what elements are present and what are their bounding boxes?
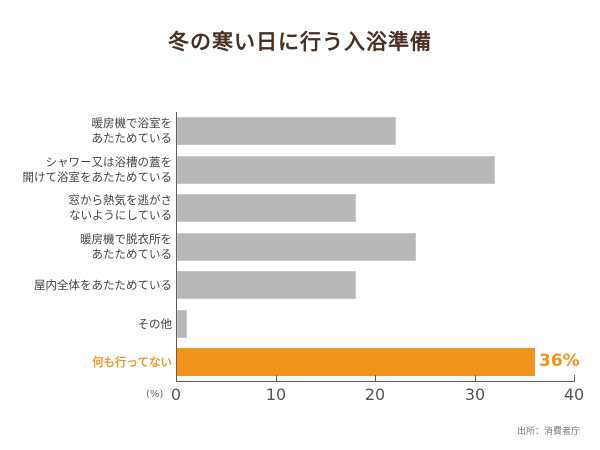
bar [177, 194, 356, 222]
x-tick-label: 40 [563, 385, 585, 404]
x-tick-label: 0 [170, 385, 182, 404]
highlight-value-label: 36% [539, 351, 580, 371]
category-label: 何も行ってない [92, 354, 172, 369]
category-label: シャワー又は浴槽の蓋を 開けて浴室をあたためている [22, 155, 173, 184]
category-label: 暖房機で脱衣所を あたためている [80, 232, 172, 261]
bar [177, 348, 535, 376]
x-tick-mark [276, 375, 277, 381]
bar [177, 233, 416, 261]
x-tick-mark [176, 375, 177, 381]
x-axis-unit-label: (%) [146, 389, 164, 400]
x-tick-label: 30 [464, 385, 486, 404]
category-label: 暖房機で浴室を あたためている [91, 116, 173, 145]
x-tick-label: 10 [265, 385, 287, 404]
x-tick-mark [375, 375, 376, 381]
chart-title: 冬の寒い日に行う入浴準備 [168, 30, 432, 54]
y-axis-line [176, 112, 177, 382]
x-axis-line [176, 381, 575, 382]
source-note: 出所：消費者庁 [516, 427, 580, 437]
category-label: 屋内全体をあたためている [34, 277, 172, 292]
bar [177, 156, 495, 184]
x-tick-mark [475, 375, 476, 381]
x-tick-label: 20 [364, 385, 386, 404]
category-label: その他 [137, 316, 173, 331]
bar [177, 310, 187, 338]
x-tick-mark [574, 375, 575, 381]
category-label: 窓から熱気を逃がさ ないようにしている [68, 193, 173, 222]
bar [177, 117, 396, 145]
bar [177, 271, 356, 299]
